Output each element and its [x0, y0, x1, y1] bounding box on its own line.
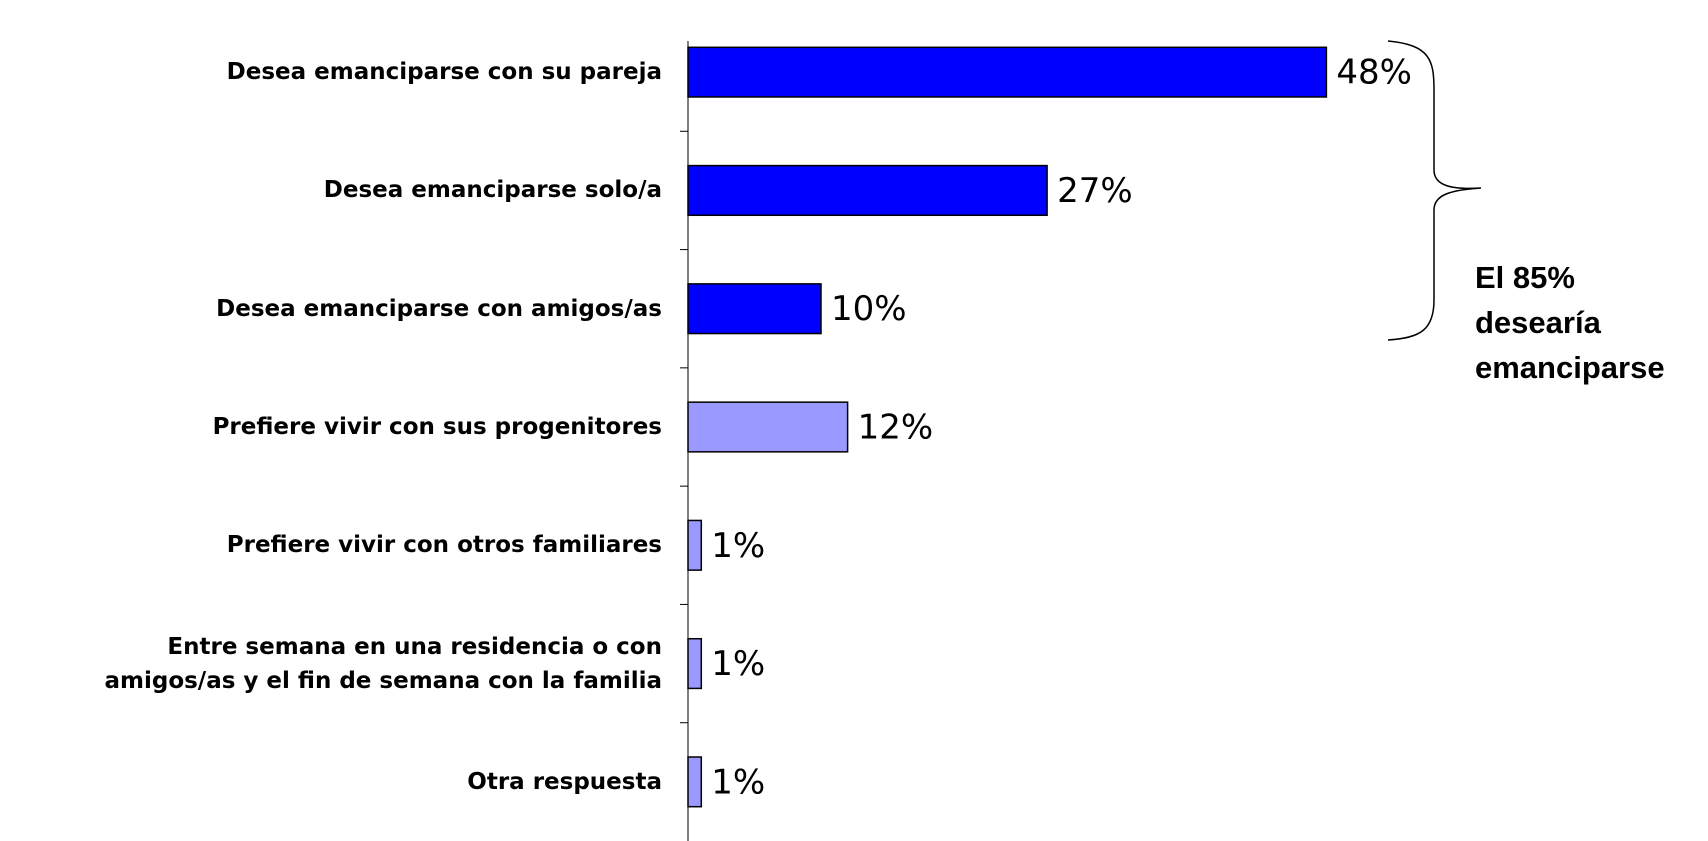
annotation: desearía — [1475, 305, 1602, 340]
value-label: 27% — [1057, 171, 1133, 211]
bar — [687, 46, 1328, 98]
value-label: 1% — [711, 526, 765, 566]
brace — [1387, 40, 1482, 341]
bar — [687, 401, 849, 453]
bar — [687, 756, 703, 808]
value-label: 48% — [1336, 53, 1412, 93]
value-label: 1% — [711, 762, 765, 802]
category-label: Prefiere vivir con otros familiares — [226, 532, 662, 559]
category-label: Desea emanciparse con amigos/as — [216, 295, 662, 322]
bar — [687, 283, 822, 335]
category-label: Otra respuesta — [467, 768, 662, 795]
category-label: Prefiere vivir con sus progenitores — [212, 414, 662, 440]
category-label: Desea emanciparse solo/a — [323, 177, 662, 204]
bar — [687, 164, 1048, 217]
bar — [687, 519, 703, 571]
category-label: Desea emanciparse con su pareja — [226, 59, 662, 86]
bar — [687, 637, 703, 690]
value-label: 12% — [858, 408, 934, 448]
value-label: 1% — [711, 644, 765, 684]
value-label: 10% — [831, 289, 907, 329]
annotation: emanciparse — [1475, 350, 1665, 385]
annotation: El 85% — [1475, 260, 1575, 295]
category-label: Entre semana en una residencia o con ami… — [104, 633, 662, 694]
